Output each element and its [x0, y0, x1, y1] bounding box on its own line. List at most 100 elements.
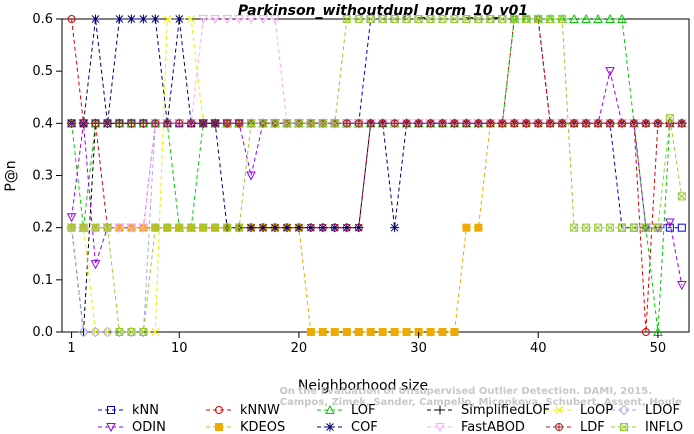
data-point [462, 223, 471, 232]
data-point [605, 13, 615, 23]
data-point [115, 328, 124, 336]
data-point [486, 15, 495, 23]
watermark: On the Evaluation of Unsupervised Outlie… [279, 386, 682, 408]
data-point [126, 14, 136, 24]
data-point [102, 326, 113, 338]
plot-frame [61, 18, 690, 333]
legend-label: kNNW [240, 403, 280, 418]
data-point [342, 328, 351, 336]
legend-label: FastABOD [461, 420, 525, 434]
data-point [91, 223, 100, 232]
data-point [163, 119, 172, 128]
series-line-loop [71, 18, 682, 333]
series-line-odin [71, 71, 683, 286]
x-tick-label: 20 [291, 341, 308, 356]
data-point [438, 15, 447, 23]
legend-label: LDOF [645, 403, 680, 418]
legend-swatch-marker [215, 423, 223, 431]
data-point [151, 119, 160, 128]
legend-entry-loop: LoOP [546, 403, 613, 418]
data-point [151, 328, 160, 336]
data-point [462, 15, 471, 23]
data-point [342, 119, 351, 128]
legend-swatch-marker [325, 404, 335, 414]
legend-swatch-marker [555, 406, 563, 414]
data-point [150, 14, 160, 24]
data-point [342, 223, 352, 233]
data-point [546, 15, 555, 23]
data-point [246, 223, 256, 233]
data-point [67, 119, 76, 128]
legend-swatch-marker [620, 423, 628, 431]
data-point [594, 119, 603, 128]
data-point [282, 223, 292, 233]
legend-entry-ldof: LDOF [611, 403, 680, 418]
data-point [139, 119, 148, 128]
series-ldf [67, 119, 686, 128]
data-point [558, 15, 567, 23]
data-point [330, 328, 339, 336]
watermark-line-citation: On the Evaluation of Unsupervised Outlie… [279, 386, 652, 397]
legend-entry-odin: ODIN [98, 420, 166, 434]
data-point [522, 15, 531, 23]
data-point [378, 119, 387, 128]
legend-entry-inflo: INFLO [611, 420, 683, 434]
legend-label: LOF [351, 403, 376, 418]
data-point [259, 119, 268, 128]
data-point [510, 119, 519, 128]
data-point [235, 223, 244, 232]
data-point [617, 223, 626, 232]
data-point [67, 15, 76, 23]
data-point [246, 15, 256, 25]
data-point [270, 15, 280, 25]
legend-swatch-marker [107, 406, 115, 414]
y-tick-label: 0.4 [32, 116, 53, 131]
data-point [534, 15, 543, 23]
data-point [79, 223, 88, 232]
data-point [450, 119, 459, 128]
data-point [115, 119, 124, 128]
data-point [270, 119, 279, 128]
y-tick-label: 0.0 [32, 325, 53, 340]
y-tick-label: 0.3 [32, 169, 53, 184]
data-point [617, 13, 627, 23]
data-point [67, 223, 76, 232]
legend-swatch-marker [435, 405, 445, 415]
legend-entry-knnw: kNNW [206, 403, 280, 418]
data-point [558, 119, 567, 128]
data-point [235, 119, 244, 128]
legend-label: LoOP [580, 403, 613, 418]
data-point [641, 119, 650, 128]
data-point [318, 328, 327, 336]
data-point [187, 119, 196, 128]
data-point [414, 15, 423, 23]
data-point [474, 15, 483, 23]
data-point [354, 119, 363, 128]
series-layer [66, 13, 688, 338]
series-line-inflo [71, 18, 683, 333]
data-point [270, 223, 280, 233]
chart-title: Parkinson_withoutdupl_norm_10_v01 [238, 3, 528, 19]
x-tick-label: 40 [530, 341, 547, 356]
legend-entry-simplifiedlof: SimplifiedLOF [427, 403, 550, 418]
y-tick-label: 0.6 [32, 12, 53, 27]
data-point [510, 15, 519, 23]
legend-label: INFLO [645, 420, 683, 434]
data-point [390, 328, 399, 336]
data-point [426, 15, 435, 23]
data-point [211, 119, 220, 128]
data-point [366, 15, 375, 23]
data-point [629, 223, 638, 232]
data-point [139, 328, 148, 336]
plot-area [61, 13, 690, 338]
data-point [138, 223, 149, 233]
x-tick-label: 10 [171, 341, 188, 356]
data-point [211, 223, 220, 232]
legend-entry-ldf: LDF [546, 420, 605, 434]
data-point [498, 15, 507, 23]
data-point [677, 223, 686, 232]
data-point [522, 119, 531, 128]
data-point [234, 15, 244, 25]
data-point [174, 14, 184, 24]
legend-swatch-marker [215, 406, 223, 414]
